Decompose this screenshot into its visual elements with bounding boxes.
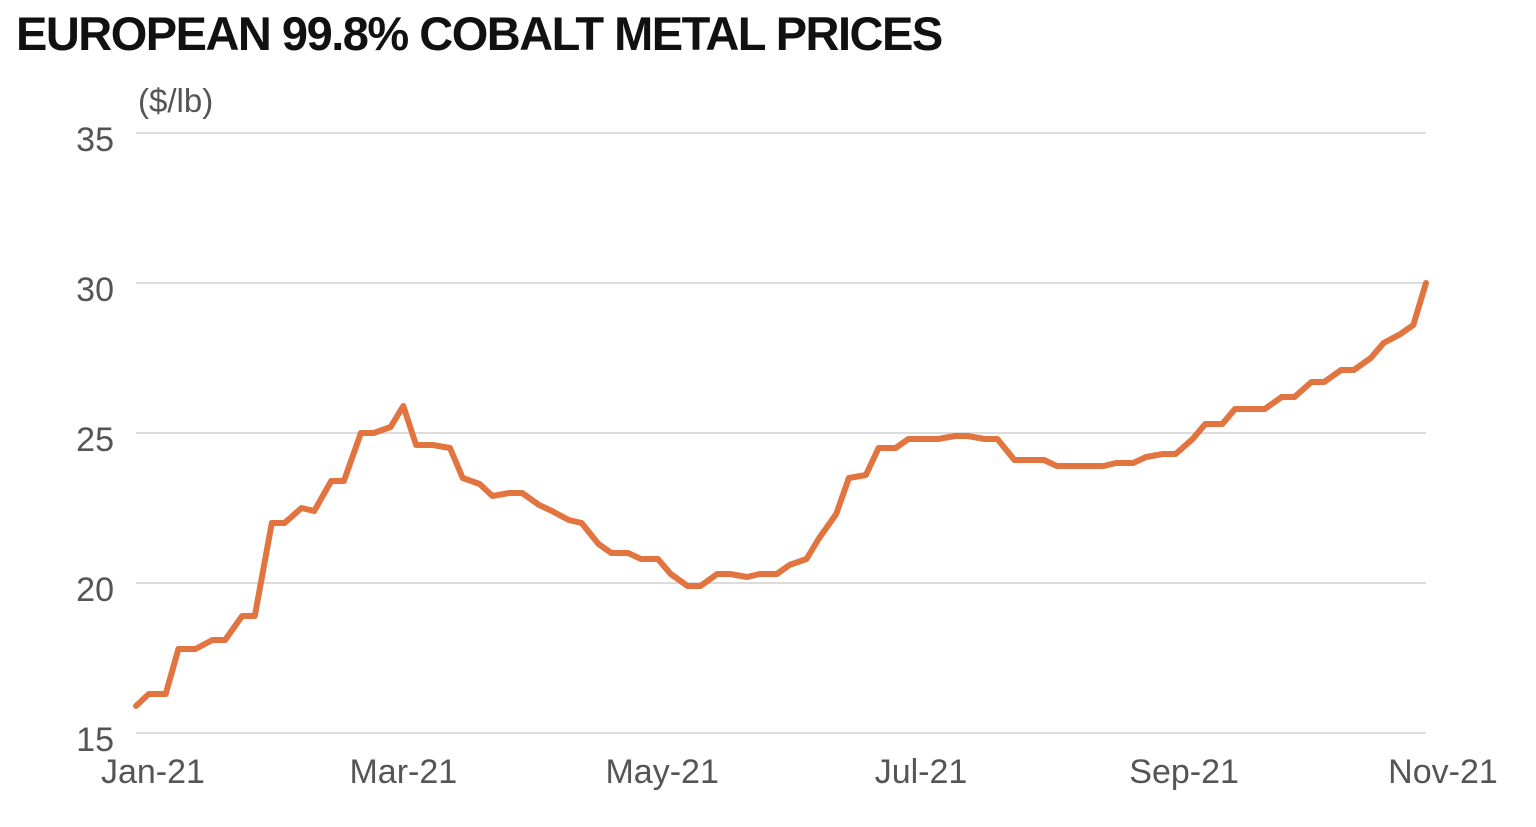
- x-axis-tick-labels: Jan-21 Mar-21 May-21 Jul-21 Sep-21 Nov-21: [101, 753, 1498, 791]
- y-unit-label: ($/lb): [138, 82, 213, 119]
- x-tick-label: Sep-21: [1129, 753, 1239, 791]
- y-tick-label: 25: [76, 421, 114, 459]
- y-tick-label: 35: [76, 121, 114, 159]
- y-tick-label: 20: [76, 571, 114, 609]
- x-tick-label: Nov-21: [1388, 753, 1498, 791]
- price-series-line: [133, 280, 1429, 709]
- x-tick-label: May-21: [605, 753, 718, 791]
- chart-title: EUROPEAN 99.8% COBALT METAL PRICES: [16, 7, 943, 60]
- x-tick-label: Jan-21: [101, 753, 205, 791]
- y-tick-label: 15: [76, 721, 114, 759]
- y-tick-label: 30: [76, 271, 114, 309]
- grid-lines: [136, 132, 1426, 734]
- x-tick-label: Mar-21: [349, 753, 457, 791]
- y-axis-tick-labels: 15 20 25 30 35: [76, 121, 114, 759]
- x-tick-label: Jul-21: [875, 753, 968, 791]
- series-layer: [133, 280, 1429, 709]
